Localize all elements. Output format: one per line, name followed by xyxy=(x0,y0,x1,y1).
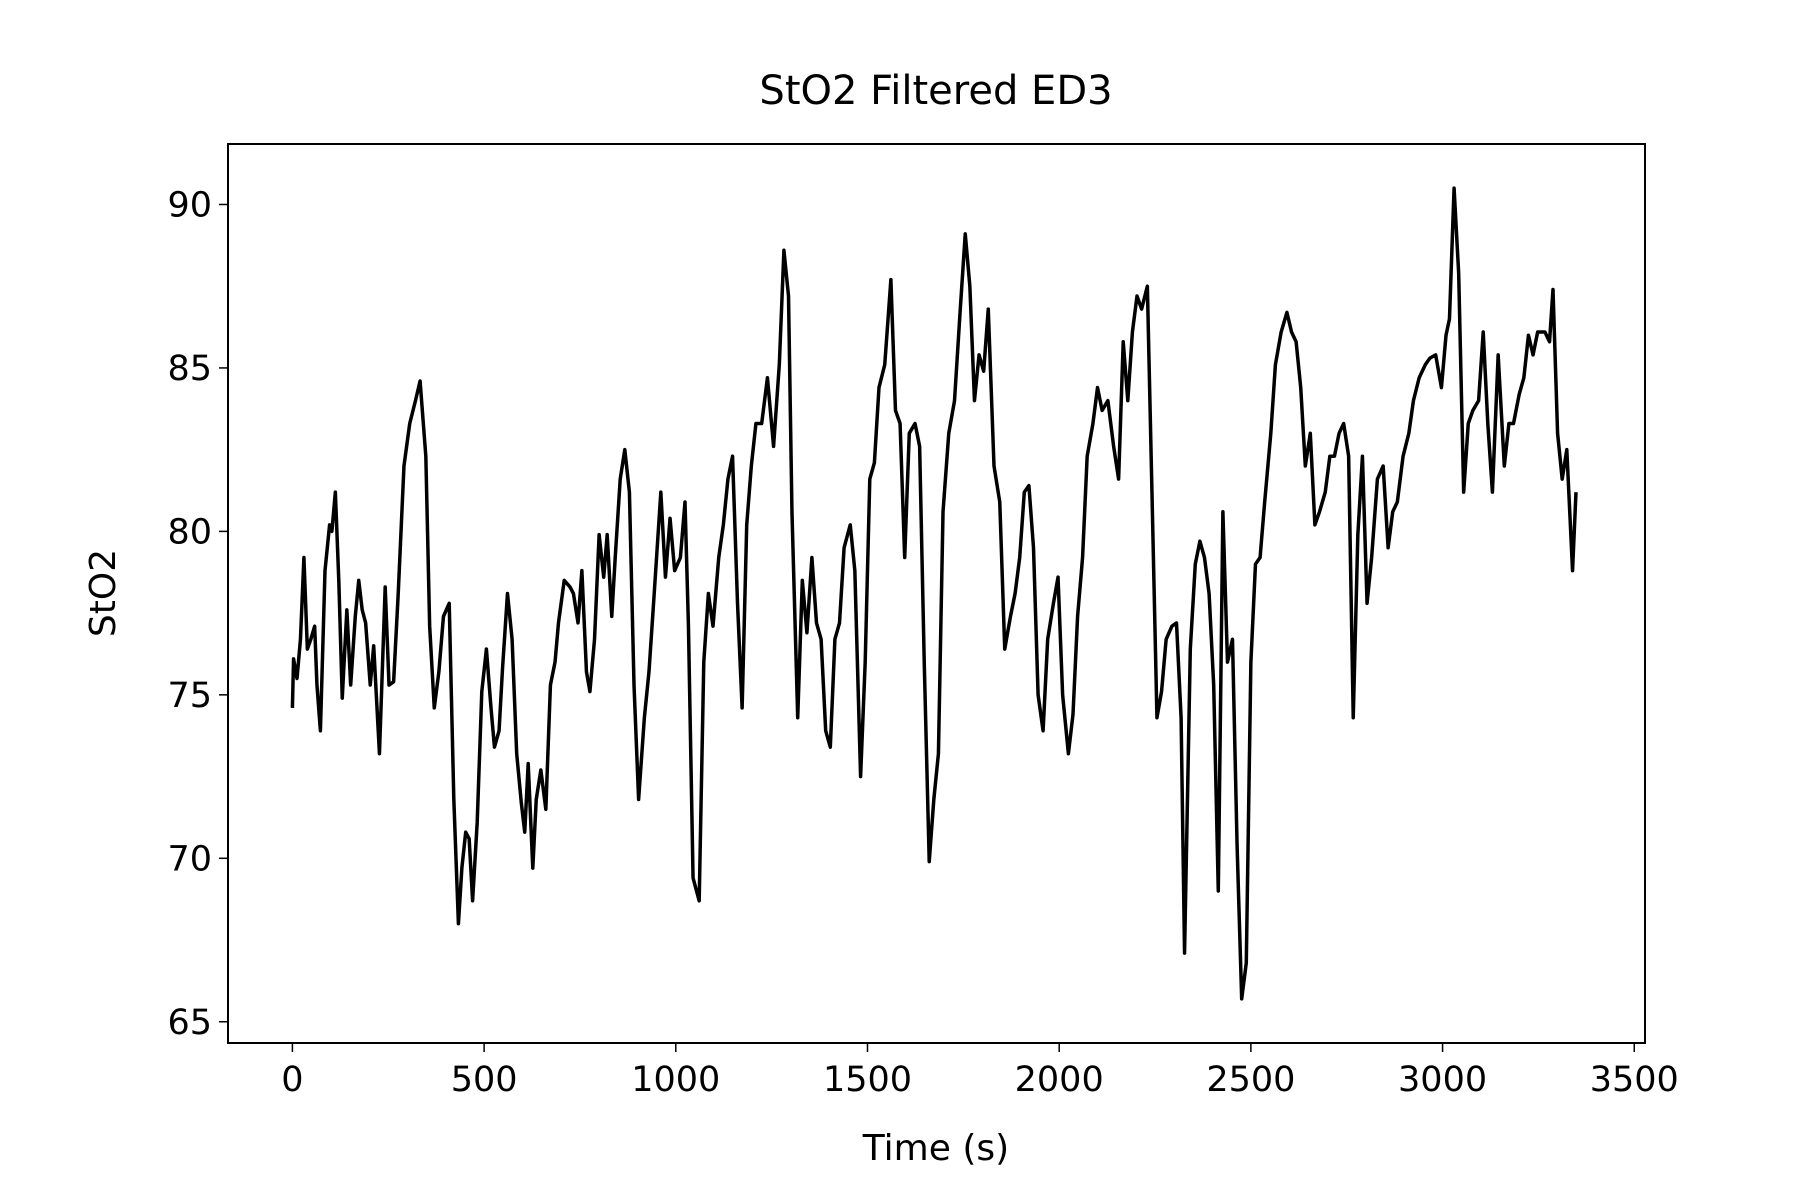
x-tick-label: 3000 xyxy=(1398,1060,1487,1100)
x-tick-label: 3500 xyxy=(1590,1060,1679,1100)
x-tick-label: 1000 xyxy=(631,1060,720,1100)
chart-title: StO2 Filtered ED3 xyxy=(759,68,1112,114)
y-tick-label: 90 xyxy=(167,185,212,225)
x-axis-label: Time (s) xyxy=(862,1128,1009,1169)
y-tick-label: 70 xyxy=(167,839,212,879)
x-tick-label: 2000 xyxy=(1015,1060,1104,1100)
x-tick-label: 2500 xyxy=(1206,1060,1295,1100)
y-tick-label: 80 xyxy=(167,512,212,552)
plot-frame xyxy=(227,143,1646,1044)
y-tick-label: 75 xyxy=(167,676,212,716)
x-tick-label: 0 xyxy=(281,1060,303,1100)
x-tick-label: 1500 xyxy=(823,1060,912,1100)
y-axis-label: StO2 xyxy=(83,549,124,637)
y-tick-label: 65 xyxy=(167,1003,212,1043)
y-tick-label: 85 xyxy=(167,349,212,389)
x-tick-label: 500 xyxy=(451,1060,518,1100)
data-line xyxy=(290,186,1578,1001)
